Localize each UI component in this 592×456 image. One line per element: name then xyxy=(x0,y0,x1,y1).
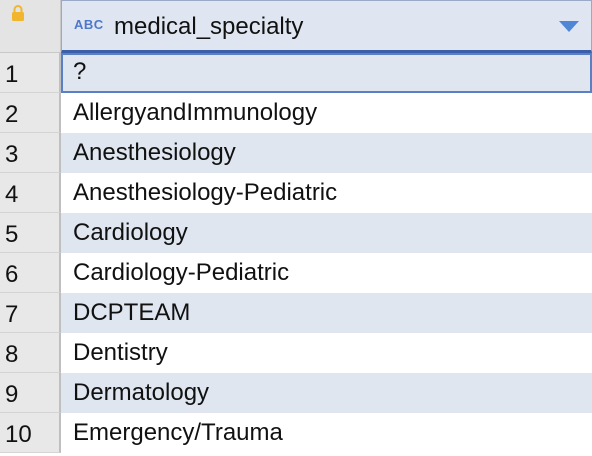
table-cell[interactable]: AllergyandImmunology xyxy=(61,93,592,133)
column-header-medical-specialty[interactable]: ABC medical_specialty xyxy=(61,0,592,53)
text-type-icon: ABC xyxy=(74,17,104,32)
table-row: 5 Cardiology xyxy=(0,213,592,253)
table-cell[interactable]: Cardiology-Pediatric xyxy=(61,253,592,293)
row-number: 8 xyxy=(0,333,61,373)
lock-icon xyxy=(12,5,24,21)
table-row: 7 DCPTEAM xyxy=(0,293,592,333)
table-cell[interactable]: Dermatology xyxy=(61,373,592,413)
table-row: 4 Anesthesiology-Pediatric xyxy=(0,173,592,213)
row-number: 7 xyxy=(0,293,61,333)
table-row: 8 Dentistry xyxy=(0,333,592,373)
table-cell[interactable]: Emergency/Trauma xyxy=(61,413,592,453)
table-row: 2 AllergyandImmunology xyxy=(0,93,592,133)
table-row: 6 Cardiology-Pediatric xyxy=(0,253,592,293)
row-number: 10 xyxy=(0,413,61,453)
row-number: 3 xyxy=(0,133,61,173)
triangle-down-icon[interactable] xyxy=(559,21,579,33)
column-title: medical_specialty xyxy=(114,13,304,40)
table-cell[interactable]: DCPTEAM xyxy=(61,293,592,333)
table-cell[interactable]: Anesthesiology xyxy=(61,133,592,173)
table-row: 9 Dermatology xyxy=(0,373,592,413)
table-row: 3 Anesthesiology xyxy=(0,133,592,173)
row-number: 1 xyxy=(0,53,61,93)
table-cell[interactable]: Anesthesiology-Pediatric xyxy=(61,173,592,213)
row-number: 4 xyxy=(0,173,61,213)
table-row: 10 Emergency/Trauma xyxy=(0,413,592,453)
table-row: 1 ? xyxy=(0,53,592,93)
table-cell-selected[interactable]: ? xyxy=(61,53,592,93)
row-number: 6 xyxy=(0,253,61,293)
header-row: ABC medical_specialty xyxy=(0,0,592,53)
corner-cell xyxy=(0,0,61,53)
row-number: 5 xyxy=(0,213,61,253)
table-cell[interactable]: Dentistry xyxy=(61,333,592,373)
table-body: 1 ? 2 AllergyandImmunology 3 Anesthesiol… xyxy=(0,53,592,453)
row-number: 2 xyxy=(0,93,61,133)
table-cell[interactable]: Cardiology xyxy=(61,213,592,253)
row-number: 9 xyxy=(0,373,61,413)
